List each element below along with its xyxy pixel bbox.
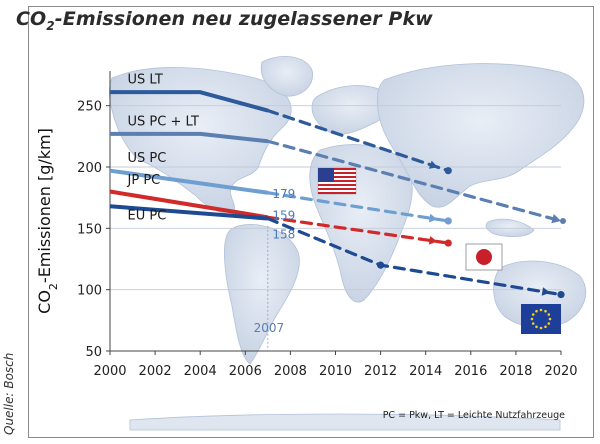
projection-line-us-pc-lt: [266, 139, 563, 223]
eu-star: [535, 325, 538, 329]
x-tick-label-2012: 2012: [364, 364, 397, 379]
usa-flag: [317, 167, 357, 195]
eu-star: [544, 309, 547, 313]
end-point-jp-pc: [444, 239, 452, 247]
series-layer: [109, 90, 566, 299]
series-labels: 2007 US LT US PC + LT US PC JP PC EU PC 179 159…: [127, 73, 566, 421]
end-point-eu-pc: [557, 290, 565, 299]
x-tick-label-2020: 2020: [544, 364, 577, 379]
eu-star: [539, 308, 543, 312]
chart-title: CO2-Emissionen neu zugelassener Pkw: [16, 8, 433, 33]
end-point-us-pc-lt: [560, 217, 566, 224]
series-line-us-lt: [110, 90, 269, 113]
eu-star: [547, 322, 551, 325]
eu-star: [547, 313, 551, 316]
series-label-us-pc-lt: US PC + LT: [128, 114, 199, 129]
eu-star: [535, 309, 538, 313]
axes: 50 100 150 200 250 2000 2002 2004 2006 2008 2010 20…: [35, 71, 578, 379]
series-line-us-pc-lt: [110, 131, 269, 144]
series-line-us-pc: [109, 168, 269, 195]
arrow-head-us-pc: [428, 213, 438, 223]
eu-star: [531, 313, 535, 316]
projection-line-us-lt: [266, 108, 450, 173]
eu-star: [539, 326, 543, 330]
arrow-head-jp-pc: [428, 236, 438, 245]
eu-star: [530, 317, 534, 321]
y-axis-label: CO2-Emissionen [g/km]: [35, 128, 60, 314]
y-tick-label-200: 200: [77, 161, 102, 176]
series-line-eu-pc: [109, 204, 269, 221]
x-tick-label-2002: 2002: [139, 364, 172, 379]
arrow-head-us-lt: [428, 160, 438, 169]
footnote: PC = Pkw, LT = Leichte Nutzfahrzeuge: [383, 410, 565, 421]
series-label-jp-pc: JP PC: [127, 173, 161, 188]
y-tick-label-100: 100: [77, 284, 102, 299]
source-credit: Quelle: Bosch: [2, 352, 16, 435]
japan-flag: [465, 243, 503, 271]
series-label-us-pc: US PC: [128, 151, 167, 166]
x-tick-label-2008: 2008: [274, 364, 307, 379]
year-marker-label: 2007: [254, 321, 285, 335]
data-label-179: 179: [272, 187, 295, 201]
arrow-head-us-pc-lt: [551, 214, 561, 224]
x-tick-label-2016: 2016: [454, 364, 487, 379]
x-tick-label-2018: 2018: [499, 364, 532, 379]
eu-star: [544, 325, 547, 329]
y-tick-label-150: 150: [77, 222, 102, 237]
x-tick-label-2006: 2006: [229, 364, 262, 379]
eu-star: [531, 322, 535, 325]
y-tick-label-250: 250: [77, 100, 102, 115]
data-label-158: 158: [272, 228, 295, 242]
x-tick-label-2000: 2000: [93, 364, 126, 379]
projection-line-jp-pc: [266, 215, 450, 245]
end-point-us-lt: [444, 167, 452, 175]
eu-star: [548, 317, 552, 321]
x-tick-label-2004: 2004: [184, 364, 217, 379]
series-label-eu-pc: EU PC: [128, 209, 167, 224]
projection-line-us-pc: [266, 191, 450, 223]
mid-point-eu-pc: [377, 261, 385, 269]
x-tick-label-2014: 2014: [409, 364, 442, 379]
x-tick-label-2010: 2010: [319, 364, 352, 379]
series-line-jp-pc: [109, 189, 269, 220]
eu-flag: [521, 304, 561, 334]
y-tick-label-50: 50: [85, 345, 102, 360]
data-label-159: 159: [272, 208, 295, 222]
series-label-us-lt: US LT: [128, 73, 163, 88]
arrow-head-eu-pc: [541, 287, 551, 296]
end-point-us-pc: [444, 217, 452, 225]
